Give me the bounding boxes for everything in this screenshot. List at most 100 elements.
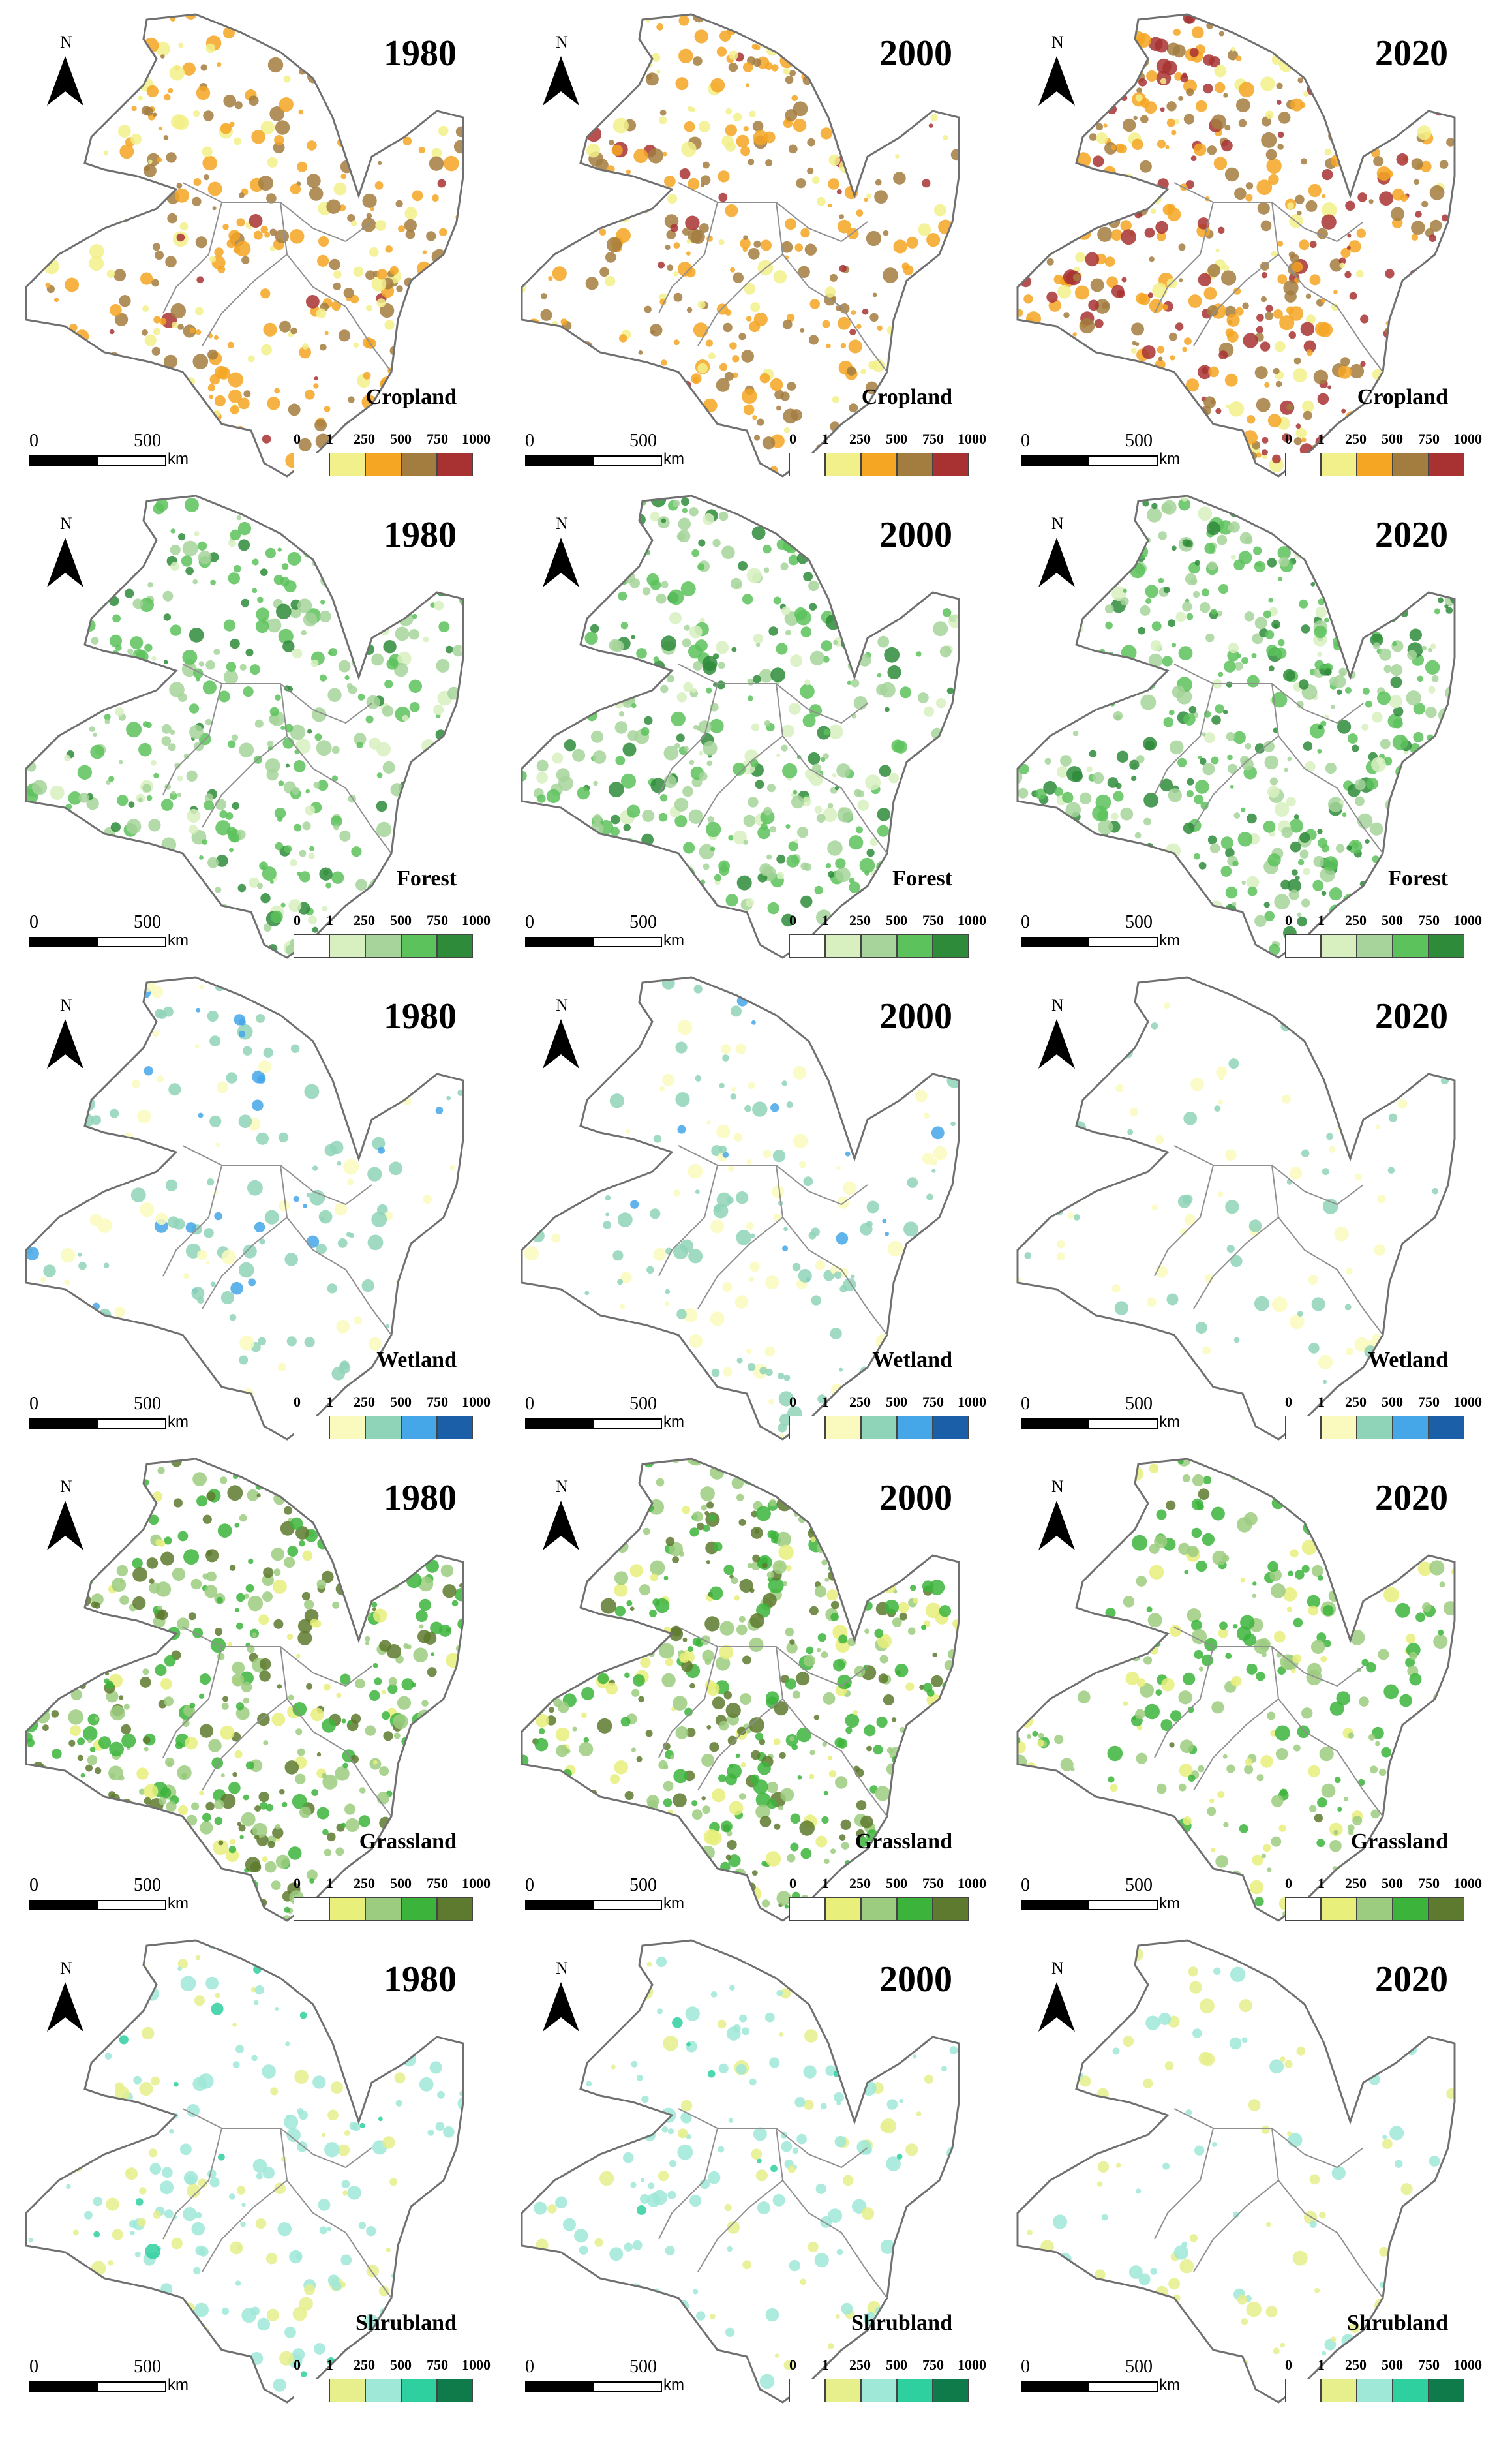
legend-tick: 500 [1382, 1875, 1403, 1891]
year-label: 2000 [879, 515, 952, 555]
scale-mid: 500 [1125, 1394, 1153, 1414]
region-map [25, 976, 464, 1441]
legend-tick: 500 [390, 1394, 412, 1410]
scale-bar: 0 500 km [1021, 912, 1180, 964]
region-map [521, 1939, 960, 2404]
legend-tick: 1000 [462, 431, 491, 447]
color-legend: 0 1 250 500 750 1000 [294, 1875, 491, 1927]
landcover-label: Forest [892, 866, 952, 891]
scale-mid: 500 [629, 2357, 657, 2377]
legend-tick: 1000 [1453, 431, 1482, 447]
scale-mid: 500 [1125, 1875, 1153, 1895]
legend-swatch [789, 934, 825, 958]
year-label: 2020 [1375, 996, 1448, 1037]
color-legend: 0 1 250 500 750 1000 [1285, 431, 1482, 483]
year-label: 2020 [1375, 1959, 1448, 2000]
north-arrow: N [46, 33, 91, 111]
legend-tick: 750 [1418, 912, 1440, 928]
legend-swatch [789, 2379, 825, 2402]
legend-tick: 750 [922, 431, 944, 447]
scale-unit: km [168, 1413, 189, 1431]
landcover-label: Forest [397, 866, 457, 891]
legend-swatch [437, 453, 473, 476]
north-arrow: N [541, 996, 587, 1074]
north-arrow: N [541, 1959, 587, 2037]
legend-swatch [1393, 934, 1429, 958]
legend-swatch [1393, 453, 1429, 476]
map-panel-cropland-2020: N 2020 Cropland 0 500 km 0 1 250 500 750 1000 [998, 7, 1494, 489]
landcover-label: Wetland [376, 1348, 457, 1372]
legend-swatch [789, 453, 825, 476]
north-label: N [556, 1959, 568, 1978]
legend-tick: 500 [886, 2357, 907, 2373]
scale-mid: 500 [134, 1394, 161, 1414]
legend-tick: 1 [1318, 2357, 1325, 2373]
scale-bar: 0 500 km [525, 2357, 684, 2409]
year-label: 2000 [879, 996, 952, 1037]
legend-swatch [1429, 1416, 1464, 1439]
legend-swatch [897, 1897, 933, 1921]
legend-swatch [1285, 453, 1321, 476]
legend-swatch [825, 453, 861, 476]
north-label: N [60, 996, 72, 1015]
legend-swatch [933, 453, 969, 476]
region-map [25, 1458, 464, 1922]
legend-swatch [1429, 453, 1464, 476]
legend-tick: 0 [294, 2357, 301, 2373]
north-arrow: N [541, 1477, 587, 1555]
legend-swatch [897, 2379, 933, 2402]
legend-swatch [825, 934, 861, 958]
scale-bar: 0 500 km [525, 431, 684, 483]
scale-zero: 0 [29, 1875, 38, 1895]
north-label: N [556, 33, 568, 52]
north-label: N [60, 33, 72, 52]
scale-mid: 500 [1125, 912, 1153, 932]
landcover-label: Grassland [1350, 1829, 1448, 1854]
legend-tick: 500 [886, 1875, 907, 1891]
map-panel-shrubland-2000: N 2000 Shrubland 0 500 km 0 1 250 500 750 100… [502, 1932, 998, 2415]
scale-unit: km [663, 450, 684, 468]
scale-zero: 0 [29, 431, 38, 451]
legend-tick: 0 [1285, 1394, 1292, 1410]
legend-tick: 250 [1345, 431, 1367, 447]
region-map [521, 1458, 960, 1922]
scale-bar: 0 500 km [29, 1875, 189, 1927]
north-arrow-icon [543, 1501, 579, 1550]
scale-bar-graphic [525, 455, 662, 466]
scale-mid: 500 [1125, 431, 1153, 451]
map-panel-forest-1980: N 1980 Forest 0 500 km 0 1 250 500 750 1000 [7, 488, 502, 971]
legend-swatch [329, 934, 365, 958]
color-legend: 0 1 250 500 750 1000 [789, 912, 986, 964]
legend-tick: 500 [390, 431, 412, 447]
legend-swatch [1321, 2379, 1357, 2402]
legend-swatch [897, 453, 933, 476]
scale-bar: 0 500 km [29, 1394, 189, 1446]
legend-tick: 0 [1285, 431, 1292, 447]
color-legend: 0 1 250 500 750 1000 [1285, 1875, 1482, 1927]
north-arrow: N [1037, 996, 1083, 1074]
scale-unit: km [663, 932, 684, 949]
legend-tick: 500 [1382, 431, 1403, 447]
scale-zero: 0 [525, 2357, 534, 2377]
region-map [521, 976, 960, 1441]
year-label: 1980 [384, 33, 457, 74]
legend-tick: 250 [354, 2357, 375, 2373]
map-panel-wetland-1980: N 1980 Wetland 0 500 km 0 1 250 500 750 1000 [7, 970, 502, 1452]
year-label: 1980 [384, 1959, 457, 2000]
legend-swatch [365, 453, 401, 476]
landcover-label: Forest [1388, 866, 1448, 891]
legend-swatch [437, 1897, 473, 1921]
legend-swatch [329, 1416, 365, 1439]
scale-mid: 500 [1125, 2357, 1153, 2377]
north-arrow: N [1037, 514, 1083, 592]
legend-tick: 750 [922, 1875, 944, 1891]
region-map [25, 13, 464, 478]
legend-tick: 750 [1418, 2357, 1440, 2373]
legend-tick: 0 [1285, 2357, 1292, 2373]
legend-tick: 1 [822, 2357, 829, 2373]
north-label: N [1051, 514, 1064, 533]
legend-swatch [401, 2379, 437, 2402]
north-label: N [556, 1477, 568, 1496]
scale-mid: 500 [134, 912, 161, 932]
legend-swatch [789, 1897, 825, 1921]
